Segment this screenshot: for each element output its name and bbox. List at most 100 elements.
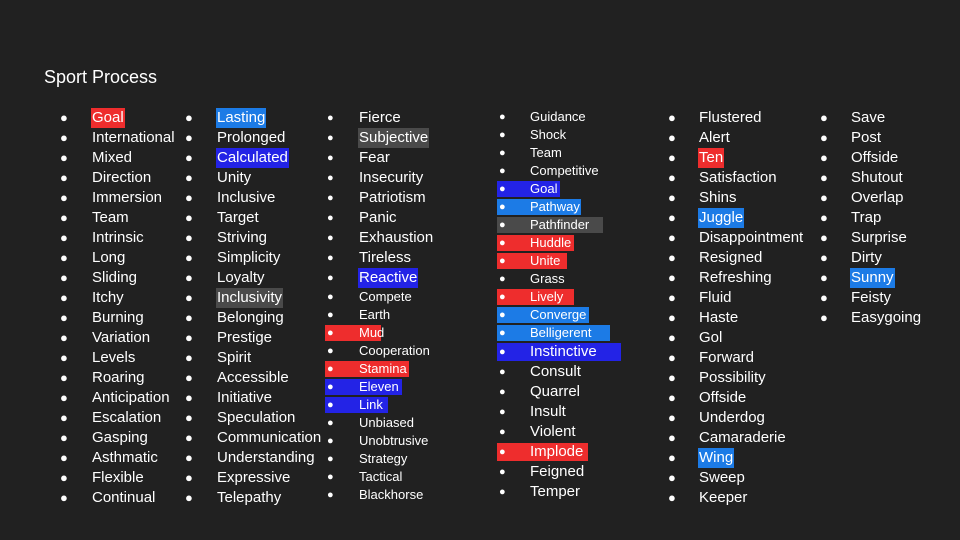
- list-item: ● Guidance: [0, 108, 600, 126]
- highlight-bar: [497, 325, 611, 341]
- bullet-icon: ●: [185, 310, 193, 325]
- highlight-bar: [325, 379, 403, 395]
- list-item: ● Fluid: [0, 288, 804, 308]
- word-label: Understanding: [217, 449, 315, 466]
- word-label: Inclusive: [217, 189, 276, 206]
- highlight-bar: [497, 443, 589, 461]
- word-label: Wing: [698, 448, 735, 468]
- bullet-icon: ●: [185, 150, 193, 165]
- list-item: ● Reactive: [0, 268, 434, 288]
- bullet-icon: ●: [185, 410, 193, 425]
- bullet-icon: ●: [668, 130, 676, 145]
- highlight-bar: [497, 307, 589, 323]
- bullet-icon: ●: [185, 470, 193, 485]
- list-item: ● Patriotism: [0, 188, 434, 208]
- bullet-icon: ●: [60, 150, 68, 165]
- bullet-icon: ●: [185, 290, 193, 305]
- word-label: Panic: [359, 209, 397, 226]
- list-item: ● Belligerent: [0, 324, 611, 342]
- bullet-icon: ●: [820, 270, 828, 285]
- bullet-icon: ●: [499, 426, 506, 438]
- list-item: ● Easygoing: [0, 308, 922, 328]
- word-label: Forward: [699, 349, 755, 366]
- bullet-icon: ●: [185, 390, 193, 405]
- word-label: Inclusivity: [216, 288, 284, 308]
- bullet-icon: ●: [499, 219, 506, 231]
- bullet-icon: ●: [327, 327, 334, 339]
- bullet-icon: ●: [668, 370, 676, 385]
- word-label: Fear: [359, 149, 390, 166]
- bullet-icon: ●: [327, 152, 334, 164]
- word-label: Juggle: [698, 208, 745, 228]
- bullet-icon: ●: [60, 390, 68, 405]
- list-item: ● Variation: [0, 328, 176, 348]
- bullet-icon: ●: [668, 290, 676, 305]
- word-label: Variation: [92, 329, 151, 346]
- word-label: Subjective: [358, 128, 430, 148]
- list-item: ● Unite: [0, 252, 600, 270]
- bullet-icon: ●: [327, 112, 334, 124]
- list-item: ● Expressive: [0, 468, 322, 488]
- word-label: Team: [530, 145, 562, 160]
- word-label: Mud: [359, 325, 385, 340]
- list-item: ● Compete: [0, 288, 434, 306]
- list-item: ● Inclusivity: [0, 288, 322, 308]
- bullet-icon: ●: [820, 110, 828, 125]
- list-item: ● Sweep: [0, 468, 804, 488]
- slide-title: Sport Process: [44, 67, 158, 87]
- bullet-icon: ●: [820, 290, 828, 305]
- bullet-icon: ●: [185, 170, 193, 185]
- word-label: Temper: [530, 483, 581, 500]
- list-item: ● Fierce: [0, 108, 434, 128]
- word-label: Unbiased: [359, 415, 414, 430]
- list-item: ● Post: [0, 128, 922, 148]
- list-item: ● Sliding: [0, 268, 176, 288]
- word-column-3: ● Fierce ● Subjective ● Fear ● Insecurity ● Patri…: [0, 108, 434, 504]
- word-label: Insult: [530, 403, 566, 420]
- word-label: Tactical: [359, 469, 403, 484]
- list-item: ● Unbiased: [0, 414, 434, 432]
- list-item: ● Shutout: [0, 168, 922, 188]
- list-item: ● Surprise: [0, 228, 922, 248]
- word-label: Pathway: [530, 199, 580, 214]
- highlight-bar: [497, 199, 582, 215]
- word-label: Offside: [699, 389, 747, 406]
- bullet-icon: ●: [668, 470, 676, 485]
- bullet-icon: ●: [60, 350, 68, 365]
- word-label: Speculation: [217, 409, 296, 426]
- list-item: ● Telepathy: [0, 488, 322, 508]
- bullet-icon: ●: [185, 190, 193, 205]
- word-label: Belonging: [217, 309, 284, 326]
- bullet-icon: ●: [327, 291, 334, 303]
- list-item: ● Feisty: [0, 288, 922, 308]
- bullet-icon: ●: [185, 210, 193, 225]
- list-item: ● Initiative: [0, 388, 322, 408]
- word-label: Cooperation: [359, 343, 430, 358]
- list-item: ● Belonging: [0, 308, 322, 328]
- word-label: Goal: [530, 181, 558, 196]
- word-label: Striving: [217, 229, 268, 246]
- word-label: Prolonged: [217, 129, 286, 146]
- list-item: ● Gasping: [0, 428, 176, 448]
- bullet-icon: ●: [327, 381, 334, 393]
- bullet-icon: ●: [60, 290, 68, 305]
- list-item: ● Overlap: [0, 188, 922, 208]
- list-item: ● Target: [0, 208, 322, 228]
- bullet-icon: ●: [499, 446, 506, 458]
- word-label: Earth: [359, 307, 391, 322]
- word-label: Blackhorse: [359, 487, 424, 502]
- word-label: Burning: [92, 309, 144, 326]
- list-item: ● Mud: [0, 324, 434, 342]
- word-label: Patriotism: [359, 189, 426, 206]
- word-label: Direction: [92, 169, 152, 186]
- word-label: Flustered: [699, 109, 762, 126]
- list-item: ● Satisfaction: [0, 168, 804, 188]
- list-item: ● Loyalty: [0, 268, 322, 288]
- bullet-icon: ●: [499, 291, 506, 303]
- bullet-icon: ●: [327, 132, 334, 144]
- list-item: ● Fear: [0, 148, 434, 168]
- bullet-icon: ●: [668, 390, 676, 405]
- bullet-icon: ●: [185, 250, 193, 265]
- highlight-bar: [497, 343, 622, 361]
- word-label: Guidance: [530, 109, 586, 124]
